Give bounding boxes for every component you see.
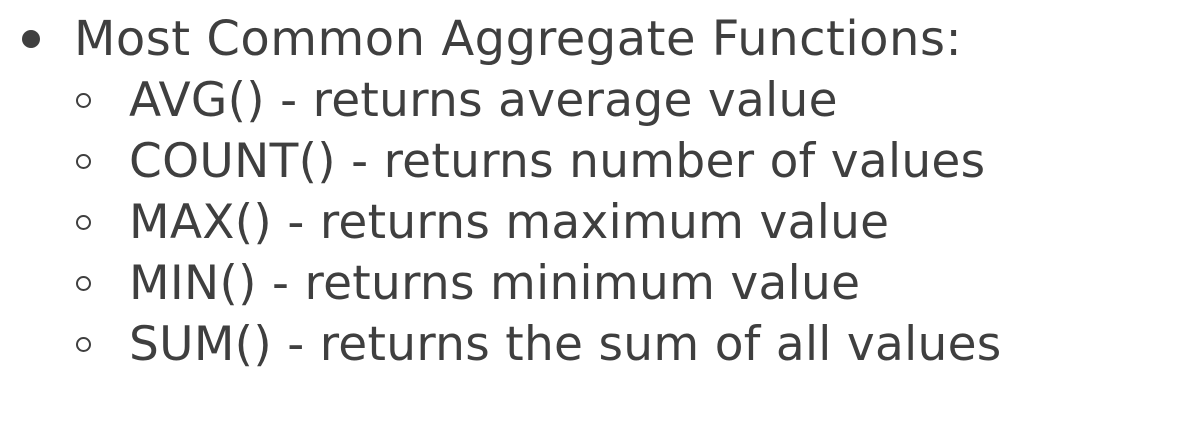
sub-list-container: AVG() - returns average value COUNT() - … bbox=[14, 70, 1001, 375]
filled-bullet-icon bbox=[22, 30, 40, 48]
sub-item-text: SUM() - returns the sum of all values bbox=[129, 317, 1002, 372]
sub-item-text: COUNT() - returns number of values bbox=[129, 134, 986, 189]
sub-item-text: MIN() - returns minimum value bbox=[129, 256, 861, 311]
main-bullet-item: Most Common Aggregate Functions: bbox=[14, 8, 962, 70]
sub-bullet-list: AVG() - returns average value COUNT() - … bbox=[76, 70, 1024, 375]
hollow-bullet-icon bbox=[76, 154, 91, 169]
sub-item-text: AVG() - returns average value bbox=[129, 73, 838, 128]
hollow-bullet-icon bbox=[76, 215, 91, 230]
sub-bullet-item-sum: SUM() - returns the sum of all values bbox=[76, 314, 1024, 375]
hollow-bullet-icon bbox=[76, 276, 91, 291]
sub-bullet-item-count: COUNT() - returns number of values bbox=[76, 131, 1024, 192]
sub-bullet-item-min: MIN() - returns minimum value bbox=[76, 253, 1024, 314]
bullet-list: Most Common Aggregate Functions: AVG() -… bbox=[14, 8, 1001, 375]
sub-item-text: MAX() - returns maximum value bbox=[129, 195, 890, 250]
heading-text: Most Common Aggregate Functions: bbox=[74, 11, 963, 67]
sub-bullet-item-max: MAX() - returns maximum value bbox=[76, 192, 1024, 253]
hollow-bullet-icon bbox=[76, 337, 91, 352]
hollow-bullet-icon bbox=[76, 93, 91, 108]
sub-bullet-item-avg: AVG() - returns average value bbox=[76, 70, 1024, 131]
